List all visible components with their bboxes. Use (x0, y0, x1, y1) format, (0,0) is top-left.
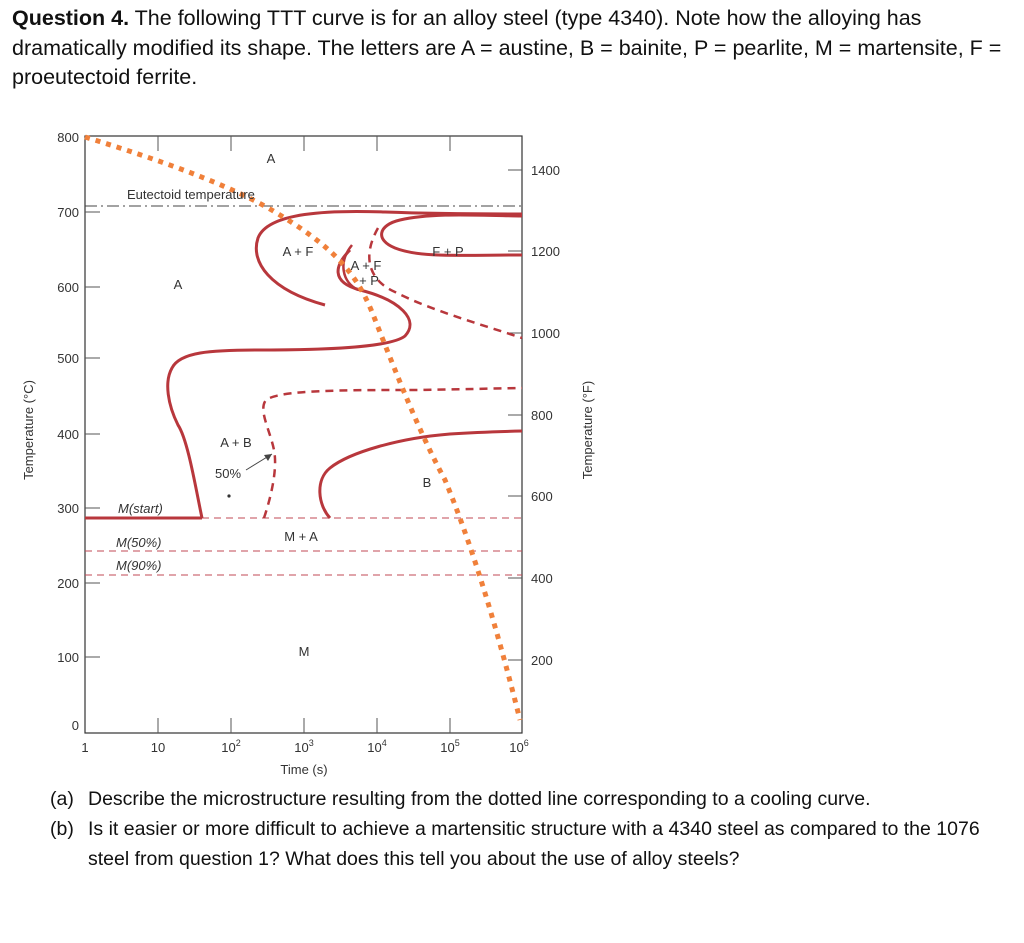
y2-tick-label: 800 (531, 408, 553, 423)
m50-label: M(50%) (116, 535, 162, 550)
y-tick-label: 600 (57, 280, 79, 295)
y2-axis-title: Temperature (°F) (580, 381, 595, 479)
x-tick-label: 10 (151, 740, 165, 755)
cooling-path (84, 134, 523, 721)
region-label-m-plus-a: M + A (284, 529, 318, 544)
x-tick-label: 103 (294, 738, 313, 755)
x-tick-label: 1 (81, 740, 88, 755)
pearlite-finish-dashed-curve (368, 227, 523, 340)
fifty-percent-arrowhead (264, 454, 272, 461)
question-body: The following TTT curve is for an alloy … (12, 6, 1002, 89)
region-label-plus-p: + P (359, 273, 379, 288)
question-text: Question 4. The following TTT curve is f… (12, 4, 1012, 93)
y-tick-label: 100 (57, 650, 79, 665)
region-label-a-plus-b: A + B (220, 435, 251, 450)
y-tick-label: 400 (57, 427, 79, 442)
region-label-austenite-top: A (267, 151, 276, 166)
dot-marker (227, 494, 231, 498)
pearlite-mid-curve (342, 244, 359, 292)
region-label-a-plus-f: A + F (283, 244, 314, 259)
y2-tick-label: 400 (531, 571, 553, 586)
part-a-text: Describe the microstructure resulting fr… (88, 788, 871, 810)
bainite-finish-dashed-curve (262, 386, 523, 519)
y-tick-label: 0 (72, 718, 79, 733)
region-label-f-plus-p: F + P (432, 244, 463, 259)
pearlite-start-curve (380, 213, 523, 257)
part-a-label: (a) (50, 788, 74, 810)
y-tick-label: 500 (57, 351, 79, 366)
y2-tick-label: 600 (531, 489, 553, 504)
y-axis-title: Temperature (°C) (21, 380, 36, 480)
part-a: (a) Describe the microstructure resultin… (50, 784, 1010, 814)
region-label-fifty-percent: 50% (215, 466, 241, 481)
m90-label: M(90%) (116, 558, 162, 573)
x-axis-title: Time (s) (280, 762, 327, 777)
y2-tick-label: 1000 (531, 326, 560, 341)
part-b-text: Is it easier or more difficult to achiev… (88, 818, 980, 870)
y-tick-label: 800 (57, 130, 79, 145)
question-label: Question 4. (12, 6, 130, 30)
y-tick-label: 200 (57, 576, 79, 591)
y-tick-label: 300 (57, 501, 79, 516)
x-tick-label: 106 (509, 738, 528, 755)
y-ticks (85, 211, 100, 658)
region-label-bainite: B (423, 475, 432, 490)
eutectoid-label: Eutectoid temperature (127, 187, 255, 202)
x-tick-label: 104 (367, 738, 386, 755)
region-label-a-plus-f-2: A + F (351, 258, 382, 273)
bainite-fifty-percent-curve (318, 429, 523, 520)
y2-tick-label: 200 (531, 653, 553, 668)
y2-tick-label: 1400 (531, 163, 560, 178)
part-b: (b) Is it easier or more difficult to ac… (50, 814, 1010, 874)
y2-ticks (508, 169, 522, 661)
mstart-label: M(start) (118, 501, 163, 516)
ttt-diagram: 800 700 600 500 400 300 200 100 0 1400 1… (21, 130, 595, 777)
x-ticks (157, 136, 451, 733)
y-tick-label: 700 (57, 205, 79, 220)
y2-tick-label: 1200 (531, 244, 560, 259)
region-label-austenite: A (174, 277, 183, 292)
region-label-martensite: M (299, 644, 310, 659)
x-tick-label: 105 (440, 738, 459, 755)
question-parts: (a) Describe the microstructure resultin… (50, 784, 1010, 874)
part-b-label: (b) (50, 818, 74, 840)
x-tick-label: 102 (221, 738, 240, 755)
